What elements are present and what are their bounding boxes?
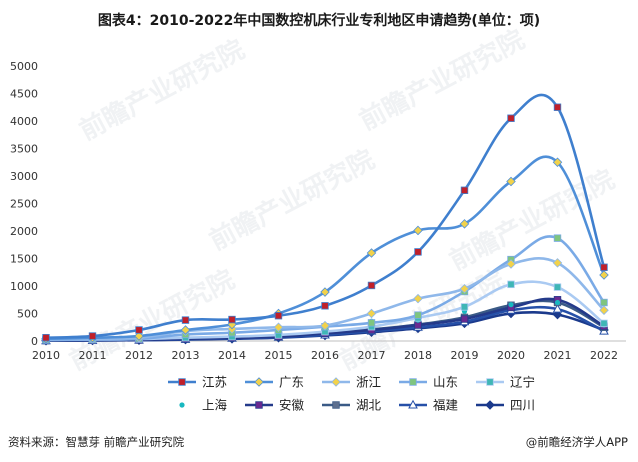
chart-title: 图表4：2010-2022年中国数控机床行业专利地区申请趋势(单位：项) — [97, 13, 541, 29]
data-point — [274, 311, 283, 320]
data-point — [552, 157, 563, 168]
y-tick-label: 2500 — [10, 198, 38, 211]
legend-label: 江苏 — [202, 375, 227, 390]
series-line — [44, 155, 606, 341]
data-point — [228, 315, 236, 324]
data-point — [320, 320, 330, 331]
data-point — [507, 114, 515, 122]
data-point — [460, 315, 469, 323]
data-point — [414, 321, 422, 329]
data-point — [181, 316, 190, 324]
data-point — [599, 270, 609, 280]
y-tick-label: 0 — [31, 335, 38, 348]
legend-label: 山东 — [433, 375, 458, 390]
x-tick-label: 2021 — [544, 349, 572, 362]
data-point — [414, 311, 422, 319]
data-point — [552, 258, 563, 268]
legend-swatch-marker — [485, 400, 495, 410]
x-tick-label: 2015 — [265, 349, 293, 362]
data-point — [506, 259, 516, 269]
data-point — [413, 293, 423, 304]
data-point — [88, 332, 97, 340]
y-tick-label: 5000 — [10, 60, 38, 73]
data-point — [600, 263, 608, 271]
y-tick-label: 4500 — [10, 88, 38, 101]
legend-label: 湖北 — [356, 398, 382, 413]
data-point — [552, 303, 563, 313]
data-point — [508, 302, 514, 308]
legend-label: 上海 — [202, 398, 228, 413]
data-point — [413, 225, 423, 236]
data-point — [320, 287, 330, 297]
data-point — [414, 248, 422, 256]
data-point — [553, 283, 562, 291]
x-tick-label: 2011 — [79, 349, 107, 362]
x-tick-label: 2022 — [590, 349, 618, 362]
legend-swatch-marker — [179, 402, 185, 408]
data-point — [42, 333, 50, 342]
x-tick-label: 2012 — [125, 349, 153, 362]
legend-swatch-marker — [486, 378, 494, 386]
legend-swatch-marker — [409, 378, 417, 386]
data-point — [600, 319, 608, 328]
legend-swatch-marker — [331, 377, 341, 387]
y-tick-label: 1500 — [10, 253, 38, 266]
data-point — [506, 176, 516, 187]
y-tick-label: 2000 — [10, 225, 38, 238]
data-point — [599, 305, 609, 315]
data-point — [180, 325, 191, 335]
x-tick-label: 2013 — [172, 349, 200, 362]
data-point — [553, 234, 562, 242]
legend-label: 广东 — [279, 375, 304, 390]
legend-label: 辽宁 — [510, 375, 535, 390]
legend-swatch-marker — [332, 401, 340, 409]
x-tick-label: 2016 — [311, 349, 339, 362]
data-point — [367, 319, 376, 327]
legend-label: 安徽 — [279, 398, 305, 413]
data-point — [460, 186, 469, 194]
y-tick-label: 3500 — [10, 143, 38, 156]
legend-label: 福建 — [433, 398, 459, 413]
data-point — [507, 280, 515, 289]
legend-swatch-marker — [254, 377, 264, 387]
y-tick-label: 4000 — [10, 115, 38, 128]
data-point — [460, 303, 469, 311]
legend-label: 浙江 — [356, 375, 381, 390]
y-tick-label: 500 — [17, 308, 38, 321]
data-point — [321, 302, 329, 310]
x-tick-label: 2020 — [497, 349, 525, 362]
credit-note: @前瞻经济学人APP — [525, 435, 628, 449]
data-point — [459, 283, 470, 294]
source-note: 资料来源：智慧芽 前瞻产业研究院 — [8, 435, 185, 449]
x-tick-label: 2019 — [451, 349, 479, 362]
data-point — [366, 308, 377, 319]
legend-label: 四川 — [510, 398, 535, 413]
data-point — [459, 219, 470, 229]
data-point — [135, 326, 143, 334]
series-line — [44, 93, 606, 339]
data-point — [366, 248, 377, 258]
data-point — [134, 331, 144, 341]
legend-swatch-marker — [408, 399, 418, 409]
x-tick-label: 2017 — [358, 349, 386, 362]
legend-swatch-marker — [255, 401, 263, 409]
data-point — [273, 322, 284, 333]
data-point — [367, 281, 376, 290]
y-tick-label: 1000 — [10, 280, 38, 293]
x-tick-label: 2014 — [218, 349, 246, 362]
data-point — [553, 103, 562, 111]
y-tick-label: 3000 — [10, 170, 38, 183]
x-tick-label: 2010 — [32, 349, 60, 362]
data-point — [600, 298, 608, 307]
data-point — [554, 299, 561, 306]
legend-swatch-marker — [178, 378, 186, 386]
x-tick-label: 2018 — [404, 349, 432, 362]
